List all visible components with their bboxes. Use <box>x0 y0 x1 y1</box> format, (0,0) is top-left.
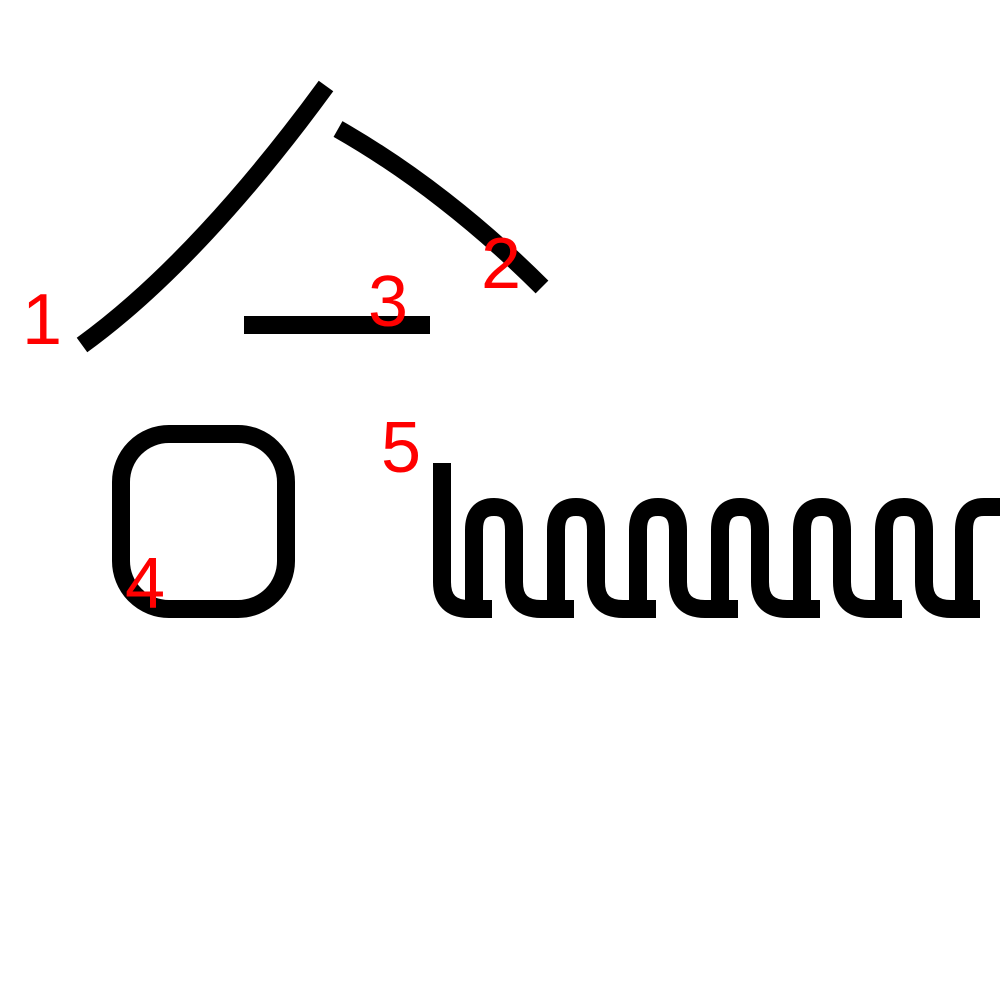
stroke-2-label: 2 <box>481 224 521 304</box>
stroke-2-path <box>333 121 549 294</box>
stroke-4-label: 4 <box>125 544 165 624</box>
stroke-4-path <box>112 425 295 618</box>
stroke-5-path <box>433 463 1000 618</box>
stroke-1-label: 1 <box>22 280 62 360</box>
stroke-1-path <box>76 80 334 353</box>
stroke-5-label: 5 <box>381 408 421 488</box>
stroke-3-label: 3 <box>368 262 408 342</box>
